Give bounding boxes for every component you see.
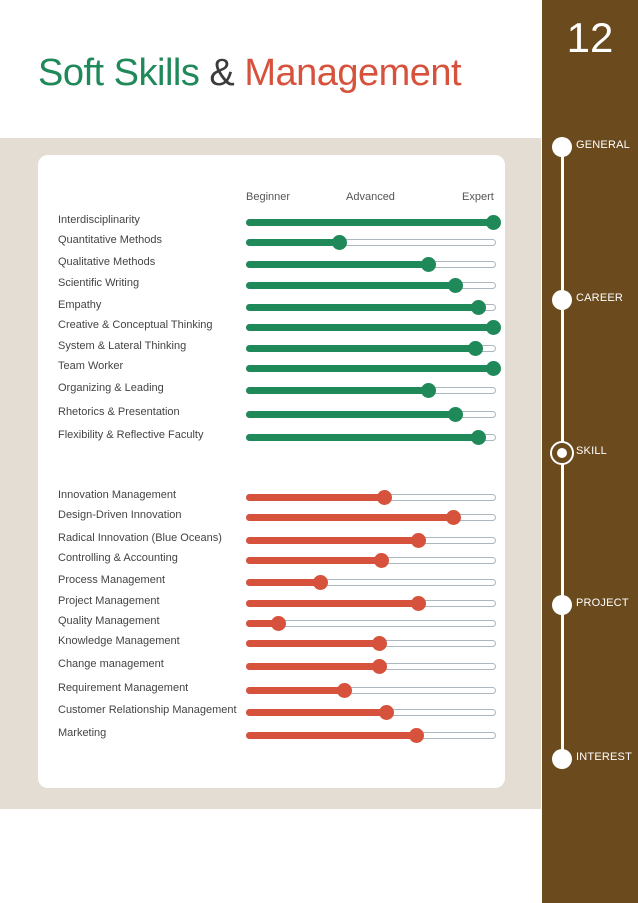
soft-skill-knob: [470, 430, 486, 445]
soft-skill-knob: [470, 300, 486, 315]
management-skill-knob: [270, 616, 286, 631]
management-skill-knob: [371, 659, 387, 674]
page-title: Soft Skills & Management: [38, 52, 462, 95]
soft-skill-label: Scientific Writing: [58, 277, 140, 289]
soft-skill-knob: [421, 257, 437, 272]
nav-label: GENERAL: [576, 139, 630, 151]
management-skill-fill: [246, 537, 419, 544]
management-skill-label: Change management: [58, 658, 164, 670]
soft-skill-fill: [246, 261, 429, 268]
nav-dot: [552, 137, 572, 157]
management-skill-label: Marketing: [58, 727, 107, 739]
soft-skill-fill: [246, 219, 493, 226]
management-skill-fill: [246, 557, 382, 564]
management-skill-knob: [379, 705, 395, 720]
scale-beginner: Beginner: [246, 191, 291, 203]
management-skill-label: Innovation Management: [58, 489, 177, 501]
management-skill-label: Design-Driven Innovation: [58, 509, 182, 521]
soft-skill-label: Rhetorics & Presentation: [58, 406, 180, 418]
nav-dot: [552, 290, 572, 310]
soft-skill-fill: [246, 282, 456, 289]
management-skill-knob: [411, 596, 427, 611]
soft-skill-fill: [246, 239, 340, 246]
soft-skill-label: Quantitative Methods: [58, 234, 162, 246]
management-skill-knob: [337, 683, 353, 698]
nav-label: PROJECT: [576, 597, 629, 609]
page-number: 12: [566, 14, 614, 61]
management-skill-knob: [374, 553, 390, 568]
management-skill-knob: [408, 728, 424, 743]
soft-skill-knob: [485, 361, 501, 376]
soft-skill-knob: [485, 320, 501, 335]
management-skill-fill: [246, 620, 279, 627]
management-skill-fill: [246, 514, 454, 521]
management-skill-fill: [246, 640, 380, 647]
management-skill-label: Process Management: [58, 574, 165, 586]
soft-skill-knob: [485, 215, 501, 230]
soft-skill-fill: [246, 345, 476, 352]
management-skill-fill: [246, 600, 419, 607]
soft-skill-fill: [246, 304, 479, 311]
nav-dot: [552, 595, 572, 615]
management-skill-knob: [445, 510, 461, 525]
management-skill-fill: [246, 494, 385, 501]
management-skill-label: Quality Management: [58, 615, 160, 627]
nav-dot: [552, 749, 572, 769]
soft-skill-label: Interdisciplinarity: [58, 214, 140, 226]
management-skill-knob: [312, 575, 328, 590]
management-skill-label: Project Management: [58, 595, 160, 607]
nav-dot: [552, 443, 572, 463]
soft-skill-fill: [246, 365, 493, 372]
soft-skill-knob: [332, 235, 348, 250]
nav-label: SKILL: [576, 445, 607, 457]
soft-skill-knob: [421, 383, 437, 398]
soft-skill-fill: [246, 387, 429, 394]
management-skill-label: Customer Relationship Management: [58, 704, 237, 716]
title-management: Management: [244, 52, 462, 94]
management-skill-fill: [246, 687, 345, 694]
soft-skill-label: Empathy: [58, 299, 102, 311]
soft-skill-label: Organizing & Leading: [58, 382, 164, 394]
soft-skill-knob: [448, 407, 464, 422]
management-skill-fill: [246, 732, 417, 739]
nav-label: CAREER: [576, 292, 624, 304]
soft-skill-fill: [246, 324, 493, 331]
scale-expert: Expert: [462, 191, 494, 203]
management-skill-knob: [411, 533, 427, 548]
soft-skill-label: Team Worker: [58, 360, 124, 372]
soft-skill-label: Qualitative Methods: [58, 256, 156, 268]
management-skill-fill: [246, 709, 387, 716]
title-ampersand: &: [209, 52, 235, 94]
soft-skill-fill: [246, 434, 479, 441]
management-skill-label: Knowledge Management: [58, 635, 180, 647]
soft-skill-label: Creative & Conceptual Thinking: [58, 319, 213, 331]
nav-label: INTEREST: [576, 751, 632, 763]
title-soft-skills: Soft Skills: [38, 52, 200, 94]
soft-skill-label: Flexibility & Reflective Faculty: [58, 429, 204, 441]
soft-skill-label: System & Lateral Thinking: [58, 340, 187, 352]
scale-advanced: Advanced: [346, 191, 395, 203]
management-skill-fill: [246, 579, 321, 586]
management-skill-label: Controlling & Accounting: [58, 552, 178, 564]
management-skill-fill: [246, 663, 380, 670]
management-skill-label: Radical Innovation (Blue Oceans): [58, 532, 222, 544]
soft-skill-knob: [448, 278, 464, 293]
soft-skill-fill: [246, 411, 456, 418]
management-skill-label: Requirement Management: [58, 682, 189, 694]
management-skill-knob: [371, 636, 387, 651]
management-skill-knob: [376, 490, 392, 505]
soft-skill-knob: [468, 341, 484, 356]
